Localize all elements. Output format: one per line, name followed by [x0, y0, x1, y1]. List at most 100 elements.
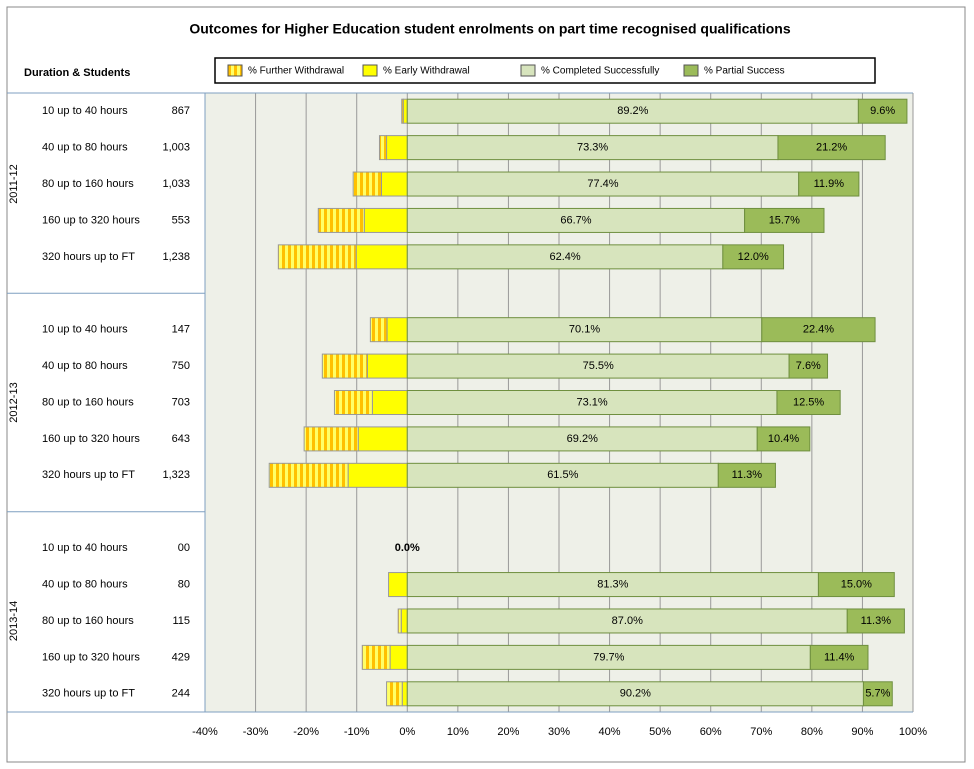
bar-segment [352, 171, 382, 197]
bar-segment [303, 426, 359, 452]
data-label: 11.3% [732, 469, 763, 481]
student-count: 429 [172, 651, 190, 663]
bar-segment [388, 572, 408, 598]
data-label: 15.0% [841, 578, 872, 590]
x-tick-label: 100% [899, 726, 927, 738]
bar-segment [277, 244, 357, 270]
bar-segment [317, 207, 365, 233]
bar-segment [406, 244, 724, 270]
bar-segment [406, 317, 763, 343]
bar-segment [402, 98, 408, 124]
data-label: 75.5% [583, 360, 614, 372]
bar-segment [406, 572, 819, 598]
bar-segment [366, 353, 408, 379]
bar-segment [756, 426, 811, 452]
data-label: 9.6% [870, 105, 895, 117]
legend-label: % Further Withdrawal [248, 66, 344, 77]
bar-segment [817, 572, 895, 598]
group-label: 2011-12 [8, 164, 20, 204]
data-label: 11.9% [814, 178, 845, 190]
category-label: 320 hours up to FT [42, 251, 135, 263]
bar-segment [355, 244, 408, 270]
student-count: 703 [172, 396, 190, 408]
bar-segment [406, 462, 719, 488]
bar-segment [401, 681, 408, 707]
student-count: 1,003 [162, 142, 190, 154]
chart-title: Outcomes for Higher Education student en… [189, 21, 791, 37]
data-label: 81.3% [597, 578, 628, 590]
bar-segment [401, 98, 404, 124]
category-label: 160 up to 320 hours [42, 651, 140, 663]
x-tick-label: 20% [497, 726, 519, 738]
bar-segment [776, 390, 841, 415]
x-tick-label: 0% [399, 726, 415, 738]
student-count: 80 [178, 578, 190, 590]
data-label: 89.2% [617, 105, 648, 117]
legend-label: % Early Withdrawal [383, 66, 470, 77]
bar-segment [397, 608, 402, 634]
category-label: 320 hours up to FT [42, 688, 135, 700]
data-label: 69.2% [567, 433, 598, 445]
student-count: 147 [172, 324, 190, 336]
x-tick-label: 50% [649, 726, 671, 738]
legend-box [214, 57, 876, 84]
x-tick-label: -20% [293, 726, 319, 738]
bar-segment [371, 390, 408, 415]
data-label: 70.1% [569, 324, 600, 336]
data-label: 12.0% [738, 251, 769, 263]
data-label: 66.7% [560, 214, 591, 226]
student-count: 643 [172, 433, 190, 445]
x-tick-label: 30% [548, 726, 570, 738]
data-label: 22.4% [803, 324, 834, 336]
bar-segment [386, 135, 408, 161]
legend-label: % Completed Successfully [541, 66, 659, 77]
bar-segment [809, 644, 869, 670]
category-label: 10 up to 40 hours [42, 105, 128, 117]
data-label: 11.4% [824, 651, 855, 663]
data-label: 21.2% [816, 142, 847, 154]
x-tick-label: -30% [243, 726, 269, 738]
bar-segment [361, 644, 391, 670]
bar-segment [406, 353, 790, 379]
category-label: 40 up to 80 hours [42, 578, 128, 590]
bar-segment [722, 244, 785, 270]
category-label: 160 up to 320 hours [42, 214, 140, 226]
data-label: 62.4% [549, 251, 580, 263]
x-tick-label: 60% [700, 726, 722, 738]
bar-segment [378, 135, 388, 161]
x-tick-label: 40% [599, 726, 621, 738]
bar-segment [406, 608, 848, 634]
data-label: 87.0% [612, 615, 643, 627]
x-tick-label: 80% [801, 726, 823, 738]
data-label: 73.1% [577, 396, 608, 408]
student-count: 1,238 [162, 251, 190, 263]
data-label: 5.7% [865, 688, 890, 700]
group-label: 2012-13 [8, 382, 20, 422]
student-count: 244 [172, 688, 190, 700]
legend-swatch [520, 64, 536, 77]
category-label: 160 up to 320 hours [42, 433, 140, 445]
data-label: 0.0% [395, 542, 420, 554]
x-tick-label: 10% [447, 726, 469, 738]
bar-segment [761, 317, 876, 343]
student-count: 867 [172, 105, 190, 117]
data-label: 79.7% [593, 651, 624, 663]
student-count: 115 [172, 615, 190, 627]
bar-segment [857, 98, 908, 124]
bar-segment [363, 207, 408, 233]
category-label: 40 up to 80 hours [42, 142, 128, 154]
bar-segment [777, 135, 886, 161]
category-label: 40 up to 80 hours [42, 360, 128, 372]
bar-segment [369, 317, 388, 343]
bar-segment [357, 426, 408, 452]
student-count: 1,323 [162, 469, 190, 481]
bar-segment [321, 353, 368, 379]
data-label: 12.5% [793, 396, 824, 408]
legend-swatch [362, 64, 378, 77]
student-count: 00 [178, 542, 190, 554]
x-tick-label: 70% [750, 726, 772, 738]
category-label: 10 up to 40 hours [42, 542, 128, 554]
row-header: Duration & Students [24, 67, 130, 79]
student-count: 1,033 [162, 178, 190, 190]
